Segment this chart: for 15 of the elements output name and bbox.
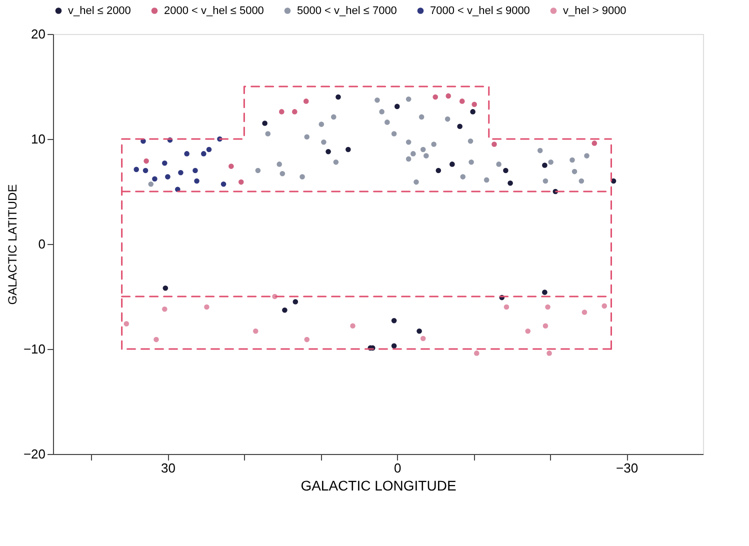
y-tick-label: 0 [38,236,46,252]
y-tick-label: −20 [23,446,46,462]
y-tick-label: 10 [31,132,46,146]
x-tick-label: −30 [616,460,638,476]
legend-label: v_hel ≤ 2000 [68,4,131,17]
legend-label: v_hel > 9000 [563,4,626,17]
legend-label: 2000 < v_hel ≤ 5000 [164,4,264,17]
x-axis-title: GALACTIC LONGITUDE [300,478,456,494]
y-tick-label: −10 [23,342,46,356]
x-tick-label: 30 [160,460,176,476]
legend-label: 5000 < v_hel ≤ 7000 [297,4,397,17]
legend-label: 7000 < v_hel ≤ 9000 [430,4,530,17]
x-tick-label: 0 [394,460,402,476]
y-tick-label: 20 [31,26,46,42]
y-axis-title: GALACTIC LATITUDE [5,184,20,305]
